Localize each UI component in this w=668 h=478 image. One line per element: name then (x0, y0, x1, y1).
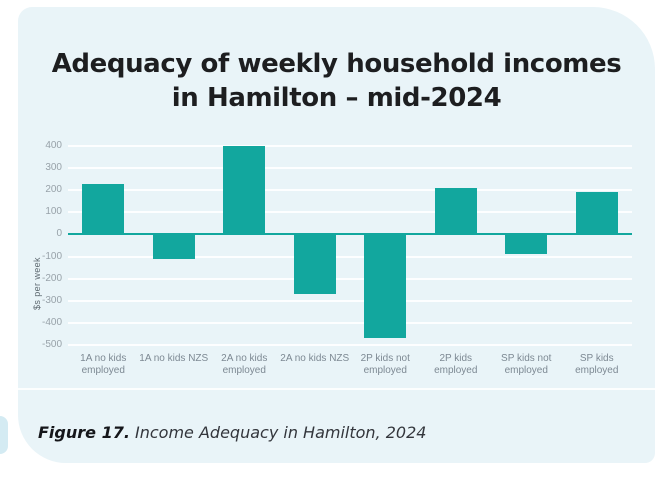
y-tick-label: -200 (41, 272, 62, 284)
x-tick-label: SP kids not employed (501, 353, 552, 376)
bar-2p-kids-not-employed (364, 234, 407, 339)
gridline (68, 255, 632, 258)
gridline (68, 211, 632, 214)
y-tick-label: 100 (45, 206, 62, 218)
x-tick-label: SP kids employed (575, 353, 619, 376)
gridline (68, 299, 632, 302)
figure-caption: Figure 17. Income Adequacy in Hamilton, … (38, 423, 426, 442)
x-tick-label: 2P kids not employed (360, 353, 410, 376)
figure-caption-label: Figure 17. (38, 423, 130, 442)
y-tick-label: -100 (41, 250, 62, 262)
bar-sp-kids-not-employed (505, 234, 548, 255)
bar-2p-kids-employed (434, 188, 477, 235)
gridline (68, 321, 632, 324)
gridline (68, 167, 632, 170)
y-tick-label: -500 (41, 339, 62, 350)
background-accent (0, 416, 8, 454)
zero-axis-line (68, 233, 632, 236)
figure-caption-text: Income Adequacy in Hamilton, 2024 (129, 423, 427, 442)
gridline (68, 189, 632, 192)
plot-area (68, 145, 632, 346)
y-tick-label: -300 (41, 294, 62, 306)
bar-1a-no-kids-nzs (152, 234, 195, 259)
x-axis-labels: 1A no kids employed 1A no kids NZS 2A no ki… (68, 353, 632, 383)
x-tick-label: 2A no kids employed (221, 353, 268, 376)
chart-title-line2: in Hamilton – mid-2024 (171, 83, 502, 113)
divider-line (18, 388, 655, 390)
bar-2a-no-kids-employed (223, 146, 266, 235)
bar-1a-no-kids-employed (82, 183, 125, 235)
y-tick-label: 400 (45, 140, 62, 151)
x-tick-label: 2A no kids NZS (280, 353, 350, 364)
y-tick-label: 300 (45, 162, 62, 174)
gridline (68, 344, 632, 346)
chart-title-line1: Adequacy of weekly household incomes (51, 49, 622, 79)
y-tick-label: 0 (56, 228, 62, 240)
x-tick-label: 1A no kids employed (80, 353, 127, 376)
chart-title: Adequacy of weekly household incomes in … (18, 47, 655, 115)
gridline (68, 277, 632, 280)
chart-card: Adequacy of weekly household incomes in … (18, 7, 655, 463)
x-tick-label: 2P kids employed (434, 353, 478, 376)
y-tick-label: 200 (45, 184, 62, 196)
y-tick-label: -400 (41, 316, 62, 328)
bar-sp-kids-employed (575, 192, 618, 235)
bar-2a-no-kids-nzs (293, 234, 336, 295)
gridline (68, 145, 632, 147)
x-tick-label: 1A no kids NZS (139, 353, 209, 364)
